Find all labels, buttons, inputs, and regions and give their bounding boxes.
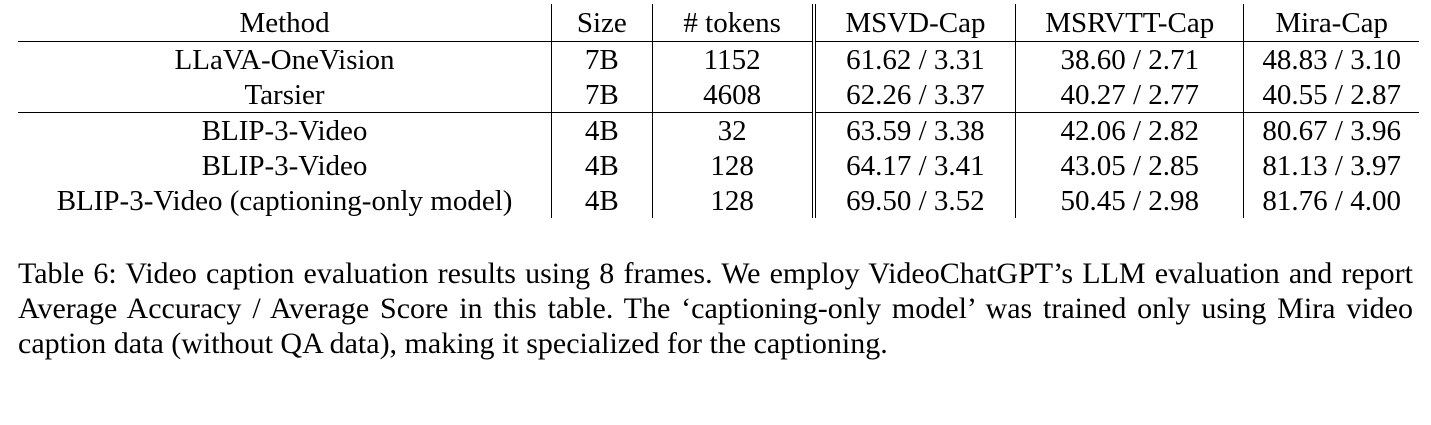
cell-tokens: 4608 xyxy=(652,77,816,113)
cell-msvd: 61.62 / 3.31 xyxy=(813,41,1017,77)
cell-size: 4B xyxy=(551,183,653,218)
cell-method: BLIP-3-Video xyxy=(18,148,553,183)
cell-tokens: 1152 xyxy=(652,41,816,77)
table-row: BLIP-3-Video 4B 32 63.59 / 3.38 42.06 / … xyxy=(18,112,1419,148)
cell-method: Tarsier xyxy=(18,77,553,113)
cell-msrvtt: 42.06 / 2.82 xyxy=(1015,112,1245,148)
cell-tokens: 32 xyxy=(652,112,816,148)
cell-msvd: 64.17 / 3.41 xyxy=(813,148,1017,183)
cell-method: BLIP-3-Video xyxy=(18,112,553,148)
header-mira-cap: Mira-Cap xyxy=(1243,4,1419,42)
cell-msvd: 62.26 / 3.37 xyxy=(813,77,1017,113)
blip3-video-rows: BLIP-3-Video 4B 32 63.59 / 3.38 42.06 / … xyxy=(18,112,1419,218)
cell-size: 7B xyxy=(551,77,653,113)
cell-msvd: 69.50 / 3.52 xyxy=(813,183,1017,218)
cell-msvd: 63.59 / 3.38 xyxy=(813,112,1017,148)
cell-tokens: 128 xyxy=(652,148,816,183)
header-tokens: # tokens xyxy=(652,4,816,42)
cell-size: 4B xyxy=(551,112,653,148)
header-method: Method xyxy=(18,4,553,42)
header-msrvtt-cap: MSRVTT-Cap xyxy=(1015,4,1245,42)
table-header: Method Size # tokens MSVD-Cap MSRVTT-Cap… xyxy=(18,4,1419,42)
caption-text: Video caption evaluation results using 8… xyxy=(18,257,1413,360)
results-table-container: Method Size # tokens MSVD-Cap MSRVTT-Cap… xyxy=(18,4,1419,218)
cell-msrvtt: 38.60 / 2.71 xyxy=(1015,41,1245,77)
table-row: BLIP-3-Video (captioning-only model) 4B … xyxy=(18,183,1419,218)
cell-size: 4B xyxy=(551,148,653,183)
table-row: LLaVA-OneVision 7B 1152 61.62 / 3.31 38.… xyxy=(18,41,1419,77)
table-caption: Table 6: Video caption evaluation result… xyxy=(18,256,1413,361)
cell-mira: 40.55 / 2.87 xyxy=(1262,78,1401,111)
table-row: BLIP-3-Video 4B 128 64.17 / 3.41 43.05 /… xyxy=(18,148,1419,183)
cell-mira: 48.83 / 3.10 xyxy=(1262,43,1401,76)
video-caption-results-table: Method Size # tokens MSVD-Cap MSRVTT-Cap… xyxy=(18,4,1419,218)
cell-mira: 81.76 / 4.00 xyxy=(1262,184,1401,217)
header-row: Method Size # tokens MSVD-Cap MSRVTT-Cap… xyxy=(18,4,1419,42)
cell-tokens: 128 xyxy=(652,183,816,218)
cell-size: 7B xyxy=(551,41,653,77)
cell-msrvtt: 40.27 / 2.77 xyxy=(1015,77,1245,113)
header-msvd-cap: MSVD-Cap xyxy=(813,4,1017,42)
cell-msrvtt: 43.05 / 2.85 xyxy=(1015,148,1245,183)
cell-msrvtt: 50.45 / 2.98 xyxy=(1015,183,1245,218)
cell-method: LLaVA-OneVision xyxy=(18,41,553,77)
cell-mira: 81.13 / 3.97 xyxy=(1262,149,1401,182)
caption-label: Table 6: xyxy=(18,257,117,290)
cell-mira: 80.67 / 3.96 xyxy=(1243,112,1419,148)
baseline-rows: LLaVA-OneVision 7B 1152 61.62 / 3.31 38.… xyxy=(18,41,1419,113)
table-row: Tarsier 7B 4608 62.26 / 3.37 40.27 / 2.7… xyxy=(18,77,1419,113)
cell-method: BLIP-3-Video (captioning-only model) xyxy=(18,183,553,218)
header-size: Size xyxy=(551,4,653,42)
